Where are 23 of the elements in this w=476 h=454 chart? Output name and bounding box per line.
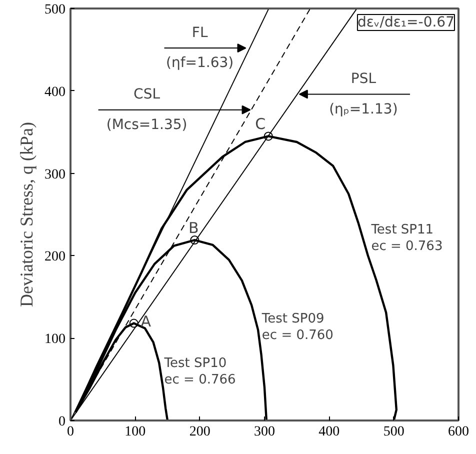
y-axis-title: Deviatoric Stress, q (kPa) (16, 122, 36, 307)
annotation: Test SP10 ec = 0.766 (163, 356, 236, 388)
x-tick-label: 500 (383, 424, 404, 440)
x-tick-label: 300 (254, 424, 275, 440)
y-tick-label: 100 (44, 332, 66, 348)
annotation: Test SP11 ec = 0.763 (370, 222, 443, 254)
y-tick-label: 200 (44, 250, 66, 265)
data-label: A (140, 312, 152, 330)
x-tick-label: 600 (448, 424, 469, 440)
y-tick-label: 0 (58, 414, 66, 430)
annotation: dεᵥ/dε₁=-0.67 (357, 14, 454, 30)
annotation: Test SP09 ec = 0.760 (260, 312, 334, 344)
annotation: CSL (Mcs=1.35) (106, 86, 188, 134)
y-tick-label: 500 (44, 2, 66, 18)
data-label: C (255, 115, 266, 134)
y-tick-label: 300 (44, 167, 66, 182)
x-tick-label: 400 (318, 424, 340, 440)
y-tick-label: 400 (44, 84, 66, 100)
annotation: FL (ηf=1.63) (166, 24, 234, 72)
annotation: PSL (ηₚ=1.13) (329, 70, 398, 118)
x-tick-label: 100 (124, 424, 146, 440)
data-label: B (188, 219, 199, 238)
x-tick-label: 200 (189, 424, 210, 440)
